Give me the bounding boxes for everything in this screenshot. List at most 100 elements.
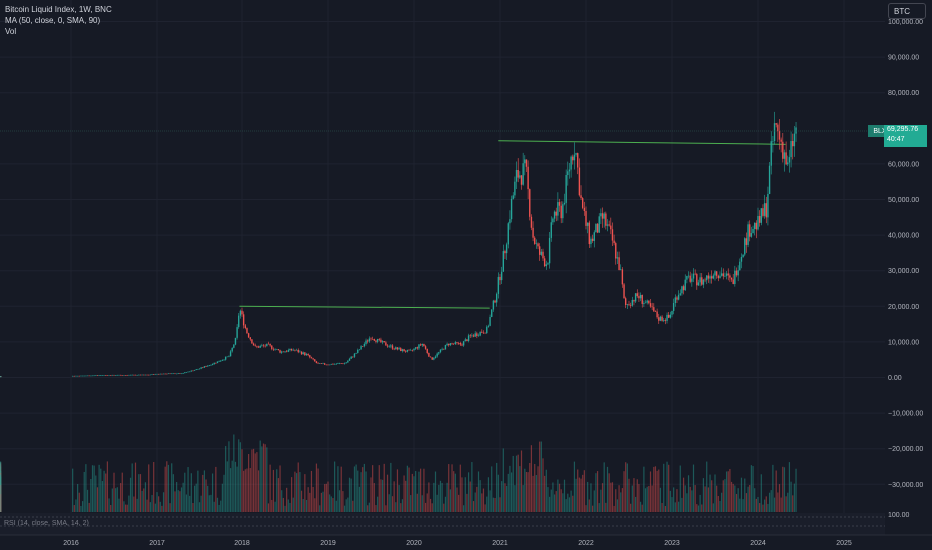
volume-bar <box>673 487 675 512</box>
rsi-axis-tick-label: 100.00 <box>888 512 910 519</box>
volume-bar <box>611 482 614 512</box>
volume-bar <box>682 477 685 512</box>
volume-bar <box>446 482 448 512</box>
volume-bar <box>218 504 220 512</box>
candle-body <box>109 375 112 376</box>
candle-body <box>747 224 749 245</box>
volume-bar <box>350 478 352 512</box>
candle-body <box>545 264 548 267</box>
volume-bar <box>631 485 633 512</box>
volume-bar <box>208 495 210 512</box>
volume-bar <box>161 505 163 512</box>
volume-bar <box>192 502 194 512</box>
volume-bar <box>510 472 513 512</box>
candle-body <box>166 373 168 375</box>
candle-body <box>497 276 500 294</box>
volume-bar <box>659 487 662 512</box>
volume-bar <box>671 497 673 512</box>
candle-body <box>202 367 204 369</box>
candle-body <box>213 362 215 365</box>
volume-bar <box>195 483 197 512</box>
volume-bar <box>578 477 580 512</box>
candle-body <box>502 251 505 272</box>
volume-bar <box>289 502 291 512</box>
candle-body <box>80 375 82 377</box>
candle-body <box>299 351 301 353</box>
volume-bar <box>337 466 339 512</box>
candle-body <box>368 338 371 342</box>
candle-body <box>105 375 107 376</box>
y-axis: 100,000.00 90,000.00 80,000.00 60,000.00 50,… <box>885 0 932 550</box>
volume-bar <box>251 449 253 512</box>
volume-bar <box>182 482 184 512</box>
volume-bar <box>636 479 638 512</box>
volume-bar <box>355 464 357 512</box>
volume-bar <box>610 482 612 512</box>
candle-body <box>400 348 402 352</box>
volume-bar <box>411 473 413 512</box>
volume-bar <box>448 464 450 512</box>
volume-bar <box>658 469 660 512</box>
volume-bar <box>780 497 782 512</box>
candle-body <box>315 361 318 363</box>
volume-bar <box>197 470 199 512</box>
candle-body <box>682 286 685 291</box>
volume-bar <box>696 504 698 512</box>
symbol-button[interactable]: BTC <box>888 3 926 19</box>
volume-bar <box>262 443 265 512</box>
volume-bar <box>0 500 2 512</box>
volume-bar <box>0 483 2 512</box>
volume-bar <box>724 479 726 512</box>
volume-bar <box>284 505 286 512</box>
candle-body <box>456 342 458 343</box>
candle-body <box>517 169 519 178</box>
volume-bar <box>156 492 158 512</box>
candle-body <box>224 356 227 360</box>
y-axis-tick-label: 30,000.00 <box>888 268 919 275</box>
volume-bar <box>443 503 445 512</box>
candle-body <box>386 345 389 347</box>
volume-bar <box>413 476 415 512</box>
trendlines <box>239 140 786 309</box>
volume-bar <box>385 505 387 512</box>
volume-bar <box>424 502 427 512</box>
volume-bar <box>400 503 402 512</box>
candle-body <box>658 317 660 321</box>
candle-body <box>307 353 309 356</box>
candle-body <box>461 344 463 346</box>
candle-body <box>350 356 352 359</box>
volume-bar <box>739 498 741 512</box>
candle-body <box>426 348 428 353</box>
rsi-pane <box>0 513 885 535</box>
candle-body <box>229 351 232 357</box>
candle-body <box>760 208 763 223</box>
candle-body <box>601 213 604 219</box>
candle-body <box>143 374 145 376</box>
volume-bar <box>312 487 314 512</box>
volume-bar <box>381 479 384 512</box>
volume-bar <box>103 470 105 512</box>
volume-bar <box>198 502 201 512</box>
candle-body <box>290 348 293 351</box>
candle-body <box>782 141 784 159</box>
volume-bar <box>370 477 372 512</box>
volume-bar <box>456 487 458 512</box>
candle-body <box>95 375 97 377</box>
volume-bar <box>95 475 97 512</box>
candle-body <box>421 343 423 346</box>
candle-body <box>522 163 524 185</box>
candle-body <box>694 273 696 275</box>
volume-bar <box>281 490 283 512</box>
candle-body <box>740 256 743 262</box>
volume-bar <box>760 474 762 512</box>
volume-bar <box>327 481 329 512</box>
volume-bar <box>754 488 756 512</box>
volume-bar <box>522 485 524 512</box>
candle-body <box>745 238 748 245</box>
volume-bar <box>689 486 691 512</box>
volume-bar <box>481 493 483 512</box>
candle-body <box>416 347 419 349</box>
volume-bar <box>646 486 648 512</box>
candle-body <box>149 374 152 376</box>
